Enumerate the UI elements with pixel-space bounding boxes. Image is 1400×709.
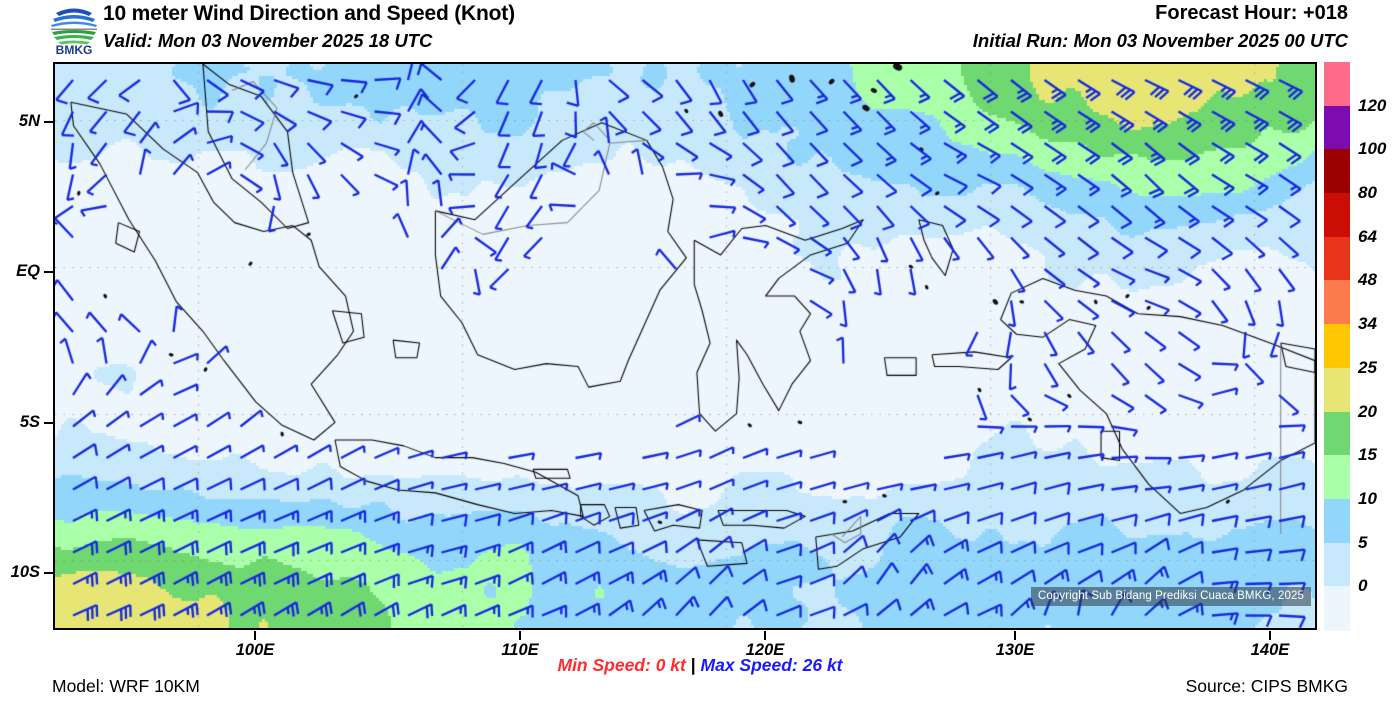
x-axis-tick-label: 140E: [1250, 641, 1290, 659]
colorbar-tick-label: 48: [1358, 270, 1377, 290]
x-axis-tick-label: 130E: [995, 641, 1035, 659]
colorbar-tick-label: 120: [1358, 95, 1387, 115]
min-max-speed-label: Min Speed: 0 kt | Max Speed: 26 kt: [557, 655, 842, 676]
page-title: 10 meter Wind Direction and Speed (Knot): [103, 2, 515, 25]
bmkg-logo-text: BMKG: [56, 43, 93, 56]
colorbar-band: [1324, 193, 1350, 238]
colorbar-band: [1324, 324, 1350, 369]
colorbar-tick-label: 34: [1358, 314, 1377, 334]
colorbar-tick-label: 100: [1358, 139, 1387, 159]
colorbar-tick-label: 5: [1358, 532, 1368, 552]
y-axis-tick-label: 5N: [18, 112, 40, 130]
colorbar-band: [1324, 498, 1350, 544]
colorbar-tick-label: 80: [1358, 183, 1377, 203]
x-axis-tick-mark: [764, 631, 766, 640]
source-label: Source: CIPS BMKG: [1185, 676, 1348, 696]
colorbar-tick-label: 15: [1358, 445, 1377, 465]
colorbar-band: [1324, 149, 1350, 194]
x-axis-tick-mark: [1014, 631, 1016, 640]
y-axis-tick-label: EQ: [16, 262, 40, 280]
y-axis-tick-label: 10S: [10, 563, 40, 581]
header: BMKG 10 meter Wind Direction and Speed (…: [0, 0, 1400, 58]
colorbar-band: [1324, 236, 1350, 282]
colorbar-band: [1324, 280, 1350, 325]
max-speed-value: Max Speed: 26 kt: [700, 655, 843, 675]
y-axis-tick-label: 5S: [19, 413, 40, 431]
colorbar-band: [1324, 455, 1350, 500]
valid-time-label: Valid: Mon 03 November 2025 18 UTC: [103, 30, 433, 51]
x-axis-tick-label: 120E: [745, 641, 785, 659]
initial-run-label: Initial Run: Mon 03 November 2025 00 UTC: [972, 30, 1348, 51]
colorbar-band: [1324, 542, 1350, 587]
x-axis-tick-mark: [254, 631, 256, 640]
colorbar-tick-label: 25: [1358, 357, 1377, 377]
x-axis-tick-label: 100E: [235, 641, 275, 659]
x-axis-tick-mark: [1269, 631, 1271, 640]
colorbar-tick-label: 0: [1358, 576, 1368, 596]
colorbar-band: [1324, 411, 1350, 456]
forecast-hour-label: Forecast Hour: +018: [1155, 2, 1348, 24]
colorbar-band: [1324, 62, 1350, 107]
bmkg-logo: BMKG: [46, 2, 102, 56]
x-axis-tick-mark: [519, 631, 521, 640]
colorbar-tick-label: 20: [1358, 401, 1377, 421]
y-axis-tick-mark: [44, 422, 53, 424]
x-axis-tick-label: 110E: [501, 641, 539, 659]
colorbar-tick-label: 10: [1358, 488, 1377, 508]
model-label: Model: WRF 10KM: [52, 676, 200, 696]
weather-map[interactable]: Copyright Sub Bidang Prediksi Cuaca BMKG…: [53, 62, 1317, 630]
min-max-separator: |: [690, 655, 696, 675]
colorbar-tick-label: 64: [1358, 226, 1377, 246]
min-speed-value: Min Speed: 0 kt: [557, 655, 686, 675]
colorbar-band: [1324, 105, 1350, 150]
y-axis-tick-mark: [44, 121, 53, 123]
y-axis-tick-mark: [44, 271, 53, 273]
wind-field-canvas: [55, 64, 1315, 628]
colorbar-band: [1324, 367, 1350, 413]
colorbar: 120 100 80 64 48 34 25 20 15 10 5 0: [1324, 62, 1386, 631]
copyright-label: Copyright Sub Bidang Prediksi Cuaca BMKG…: [1030, 587, 1311, 606]
y-axis-tick-mark: [44, 572, 53, 574]
colorbar-band: [1324, 586, 1350, 631]
